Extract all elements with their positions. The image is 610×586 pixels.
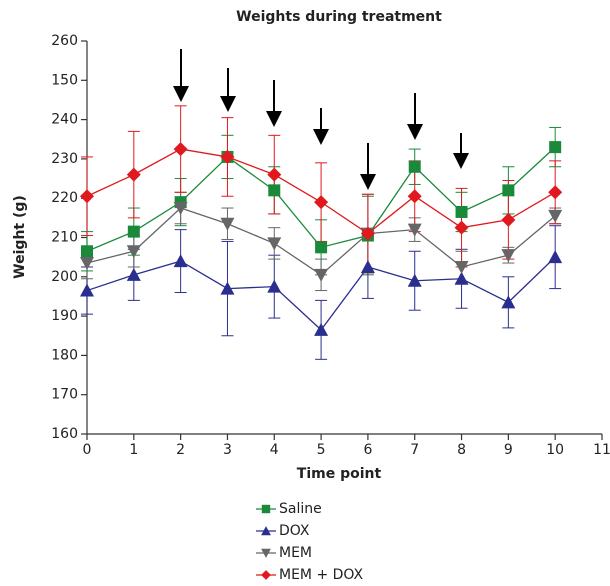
- x-tick-label: 4: [270, 442, 279, 458]
- legend-marker: [261, 526, 271, 536]
- point: [548, 250, 563, 264]
- point: [81, 245, 93, 258]
- point: [126, 167, 141, 182]
- point: [408, 160, 421, 173]
- legend-marker: [261, 570, 271, 580]
- legend-marker: [261, 548, 271, 558]
- point: [548, 185, 563, 200]
- arrow-head: [266, 111, 282, 127]
- x-tick-label: 10: [546, 442, 564, 458]
- x-tick-label: 11: [593, 442, 610, 458]
- point: [454, 271, 469, 285]
- point: [502, 184, 515, 197]
- point: [80, 189, 94, 204]
- y-tick-label: 220: [51, 190, 78, 206]
- arrow-head: [220, 96, 236, 112]
- x-tick-label: 1: [129, 442, 138, 458]
- point: [360, 259, 375, 273]
- point: [454, 220, 469, 235]
- x-tick-label: 6: [363, 442, 372, 458]
- y-tick-label: 150: [51, 72, 78, 88]
- y-tick-label: 160: [51, 426, 78, 442]
- legend-marker: [261, 504, 271, 514]
- point: [407, 273, 422, 287]
- point: [407, 223, 422, 237]
- point: [173, 142, 188, 157]
- point: [80, 283, 94, 297]
- point: [407, 189, 422, 204]
- treatment-arrows: [173, 49, 469, 190]
- arrow-head: [173, 86, 189, 102]
- x-tick-label: 5: [317, 442, 326, 458]
- y-tick-label: 260: [51, 33, 78, 49]
- point: [173, 254, 188, 268]
- point: [127, 225, 140, 238]
- point: [267, 167, 282, 182]
- legend-label: DOX: [279, 523, 310, 539]
- point: [549, 141, 562, 154]
- point: [220, 149, 235, 164]
- point: [220, 217, 235, 231]
- x-tick-label: 7: [410, 442, 419, 458]
- x-tick-label: 3: [223, 442, 232, 458]
- y-axis-label: Weight (g): [12, 195, 28, 279]
- y-tick-label: 170: [51, 387, 78, 403]
- point: [314, 195, 329, 210]
- point: [315, 241, 328, 254]
- chart-title: Weights during treatment: [236, 9, 442, 25]
- point: [173, 202, 188, 216]
- point: [501, 212, 516, 227]
- y-tick-label: 190: [51, 308, 78, 324]
- y-tick-label: 230: [51, 151, 78, 167]
- x-tick-label: 0: [83, 442, 92, 458]
- arrow-head: [453, 153, 469, 169]
- point: [268, 184, 281, 197]
- arrow-head: [360, 174, 376, 190]
- point: [501, 249, 516, 263]
- y-tick-label: 200: [51, 269, 78, 285]
- legend-label: Saline: [279, 501, 322, 517]
- point: [501, 295, 516, 309]
- x-tick-label: 9: [504, 442, 513, 458]
- point: [314, 322, 329, 336]
- y-tick-label: 180: [51, 347, 78, 363]
- point: [126, 267, 141, 281]
- point: [360, 226, 375, 241]
- arrow-head: [407, 124, 423, 140]
- y-tick-label: 240: [51, 112, 78, 128]
- x-axis-label: Time point: [297, 466, 382, 482]
- point: [548, 209, 563, 223]
- point: [314, 268, 329, 282]
- point: [220, 281, 235, 295]
- point: [80, 257, 94, 271]
- y-tick-label: 210: [51, 230, 78, 246]
- point: [267, 237, 282, 251]
- legend-label: MEM + DOX: [279, 567, 364, 583]
- x-tick-label: 2: [176, 442, 185, 458]
- legend-label: MEM: [279, 545, 312, 561]
- arrow-head: [313, 129, 329, 145]
- point: [126, 245, 141, 259]
- point: [455, 205, 468, 218]
- point: [454, 260, 469, 274]
- point: [267, 279, 282, 293]
- x-tick-label: 8: [457, 442, 466, 458]
